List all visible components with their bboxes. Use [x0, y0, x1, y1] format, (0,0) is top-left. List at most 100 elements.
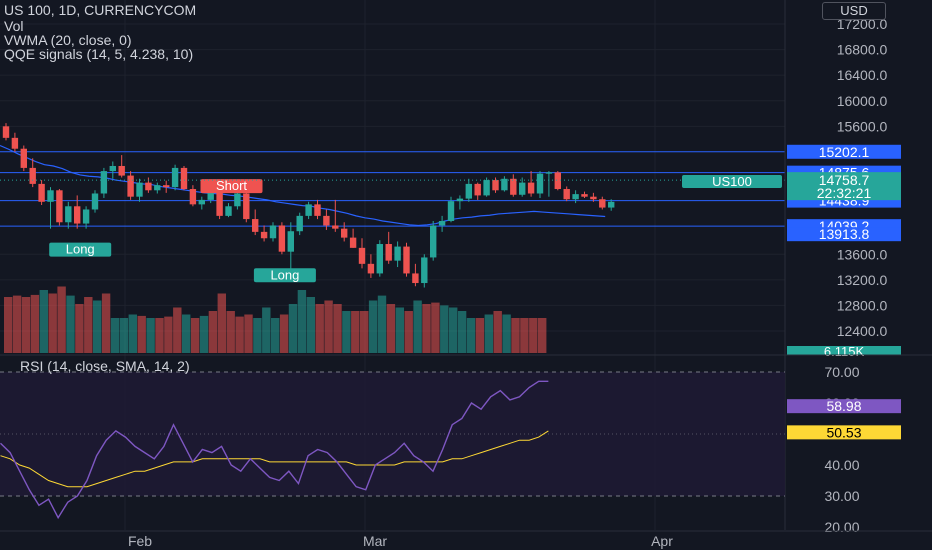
- candle-body: [65, 206, 72, 223]
- candle-body: [29, 167, 36, 184]
- last-price-tag: [787, 172, 901, 201]
- volume-bar: [217, 293, 226, 353]
- volume-bar: [368, 300, 378, 353]
- volume-bar: [119, 318, 129, 353]
- volume-bar: [164, 316, 173, 353]
- rsi-ma-value-label: 50.53: [826, 424, 861, 440]
- volume-bar: [271, 318, 280, 353]
- candle-body: [421, 257, 428, 284]
- signal-label: Long: [270, 267, 299, 282]
- volume-bar: [235, 316, 244, 353]
- rsi-tick-label: 70.00: [824, 364, 859, 380]
- volume-bar: [110, 318, 120, 353]
- currency-selector[interactable]: USD: [822, 2, 886, 20]
- candle-body: [599, 199, 606, 208]
- legend-vol: Vol: [4, 18, 24, 34]
- volume-bar: [21, 297, 31, 353]
- volume-bar: [288, 304, 298, 353]
- volume-bar: [511, 318, 520, 353]
- volume-bar: [377, 295, 387, 353]
- candle-body: [438, 220, 446, 226]
- price-tick-label: 12400.0: [837, 323, 888, 339]
- candle-body: [180, 167, 188, 190]
- volume-bar: [529, 318, 538, 353]
- candle-body: [100, 171, 108, 194]
- candle-body: [332, 225, 339, 229]
- time-tick-label: Apr: [651, 533, 673, 549]
- volume-bar: [155, 318, 164, 353]
- candle-body: [296, 215, 303, 232]
- volume-bar: [208, 311, 218, 353]
- price-tick-label: 16000.0: [837, 93, 888, 109]
- volume-bar: [315, 304, 324, 353]
- candle-body: [474, 183, 481, 196]
- volume-bar: [431, 302, 440, 353]
- volume-bar: [4, 297, 13, 353]
- candle-body: [314, 204, 321, 216]
- volume-bar: [493, 311, 502, 353]
- price-tick-label: 13600.0: [837, 246, 888, 262]
- signal-label-box: [253, 268, 316, 283]
- volume-bar: [244, 314, 253, 353]
- volume-bar: [306, 297, 315, 353]
- level-price-label: 13913.8: [819, 226, 870, 242]
- candle-body: [447, 201, 455, 221]
- volume-label: 6.115K: [824, 344, 865, 359]
- candle-body: [563, 189, 570, 200]
- candle-body: [323, 215, 330, 226]
- candle-body: [278, 225, 286, 252]
- candle-body: [252, 219, 259, 232]
- level-price-tag: [787, 144, 901, 159]
- candle-body: [287, 231, 294, 252]
- candle-body: [11, 137, 19, 149]
- volume-bar: [57, 286, 66, 353]
- volume-bar: [84, 297, 93, 353]
- rsi-tick-label: 40.00: [824, 457, 859, 473]
- time-tick-label: Feb: [128, 533, 152, 549]
- volume-bar: [39, 290, 48, 353]
- volume-bar: [360, 311, 369, 353]
- volume-bar: [324, 300, 333, 353]
- candle-body: [430, 225, 437, 258]
- rsi-ma-value-tag: [787, 425, 901, 440]
- volume-bar: [137, 315, 146, 353]
- volume-bar: [520, 318, 529, 353]
- candle-body: [243, 193, 250, 220]
- last-price-label: 14758.7: [819, 172, 870, 188]
- candle-body: [171, 167, 179, 188]
- candle-body: [572, 194, 579, 200]
- candle-body: [91, 193, 99, 210]
- candle-body: [136, 182, 143, 197]
- volume-bar: [386, 304, 396, 353]
- legend-qqe: QQE signals (14, 5, 4.238, 10): [4, 46, 194, 62]
- volume-bar: [404, 311, 413, 353]
- candle-body: [608, 201, 615, 208]
- candle-body: [118, 165, 125, 176]
- volume-bar: [182, 314, 191, 353]
- level-price-tag: [787, 227, 901, 242]
- volume-bar: [30, 294, 40, 353]
- price-tick-label: 16400.0: [837, 67, 888, 83]
- level-price-label: 15202.1: [819, 144, 870, 160]
- candle-body: [163, 185, 170, 188]
- signal-label-box: [49, 242, 112, 257]
- candle-body: [581, 194, 588, 197]
- rsi-tick-label: 30.00: [824, 488, 859, 504]
- candle-body: [554, 172, 561, 190]
- price-tick-label: 15600.0: [837, 118, 888, 134]
- volume-bar: [279, 314, 289, 353]
- candle-body: [349, 237, 357, 248]
- volume-bar: [502, 314, 511, 353]
- volume-bar: [475, 318, 485, 353]
- candle-body: [590, 196, 597, 200]
- volume-bar: [66, 295, 75, 353]
- rsi-tick-label: 20.00: [824, 519, 859, 535]
- volume-bar: [297, 290, 307, 353]
- price-tick-label: 13200.0: [837, 272, 888, 288]
- candle-body: [483, 180, 490, 196]
- candle-body: [456, 198, 464, 202]
- candle-body: [269, 225, 277, 239]
- volume-bar: [333, 304, 342, 353]
- volume-bar: [93, 300, 102, 353]
